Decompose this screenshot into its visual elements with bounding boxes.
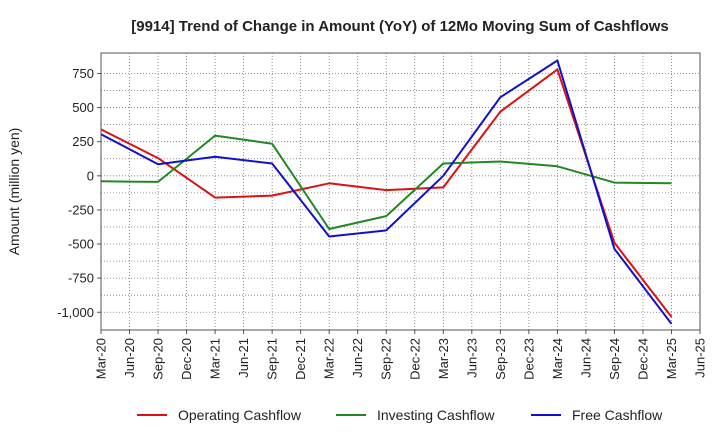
x-tick-label: Dec-21 xyxy=(293,338,308,380)
legend: Operating Cashflow Investing Cashflow Free… xyxy=(137,407,663,423)
y-tick-label: -250 xyxy=(68,202,94,217)
y-tick-label: 250 xyxy=(72,134,94,149)
x-tick-label: Mar-20 xyxy=(94,338,109,379)
x-tick-label: Jun-20 xyxy=(122,338,137,378)
legend-label: Operating Cashflow xyxy=(178,407,302,423)
x-tick-label: Jun-25 xyxy=(693,338,708,378)
x-tick-label: Sep-20 xyxy=(151,338,166,380)
x-tick-label: Mar-23 xyxy=(436,338,451,379)
y-tick-labels: 750 500 250 0 -250 -500 -750 -1,000 xyxy=(57,66,101,320)
x-tick-label: Sep-23 xyxy=(493,338,508,380)
y-tick-label: -500 xyxy=(68,237,94,252)
x-tick-label: Mar-22 xyxy=(322,338,337,379)
grid-lines xyxy=(101,53,700,330)
x-tick-label: Jun-24 xyxy=(578,338,593,378)
y-tick-label: -1,000 xyxy=(57,305,94,320)
y-axis-label: Amount (million yen) xyxy=(6,128,22,256)
x-tick-label: Dec-22 xyxy=(407,338,422,380)
x-tick-label: Dec-23 xyxy=(521,338,536,380)
x-tick-label: Jun-22 xyxy=(350,338,365,378)
y-tick-label: 0 xyxy=(87,168,94,183)
x-tick-labels: Mar-20 Jun-20 Sep-20 Dec-20 Mar-21 Jun-21 Sep-… xyxy=(94,330,708,380)
x-tick-label: Jun-23 xyxy=(464,338,479,378)
y-tick-label: 500 xyxy=(72,100,94,115)
x-tick-label: Mar-24 xyxy=(550,338,565,379)
x-tick-label: Mar-21 xyxy=(208,338,223,379)
x-tick-label: Sep-22 xyxy=(379,338,394,380)
x-tick-label: Dec-20 xyxy=(179,338,194,380)
chart-title: [9914] Trend of Change in Amount (YoY) o… xyxy=(131,18,669,35)
x-tick-label: Jun-21 xyxy=(236,338,251,378)
legend-label: Free Cashflow xyxy=(572,407,663,423)
x-tick-label: Mar-25 xyxy=(664,338,679,379)
cashflow-line-chart: [9914] Trend of Change in Amount (YoY) o… xyxy=(0,0,720,440)
y-tick-label: 750 xyxy=(72,66,94,81)
x-tick-label: Sep-21 xyxy=(265,338,280,380)
y-tick-label: -750 xyxy=(68,271,94,286)
x-tick-label: Dec-24 xyxy=(635,338,650,380)
x-tick-label: Sep-24 xyxy=(607,338,622,380)
legend-label: Investing Cashflow xyxy=(377,407,495,423)
plot-frame xyxy=(101,53,700,330)
